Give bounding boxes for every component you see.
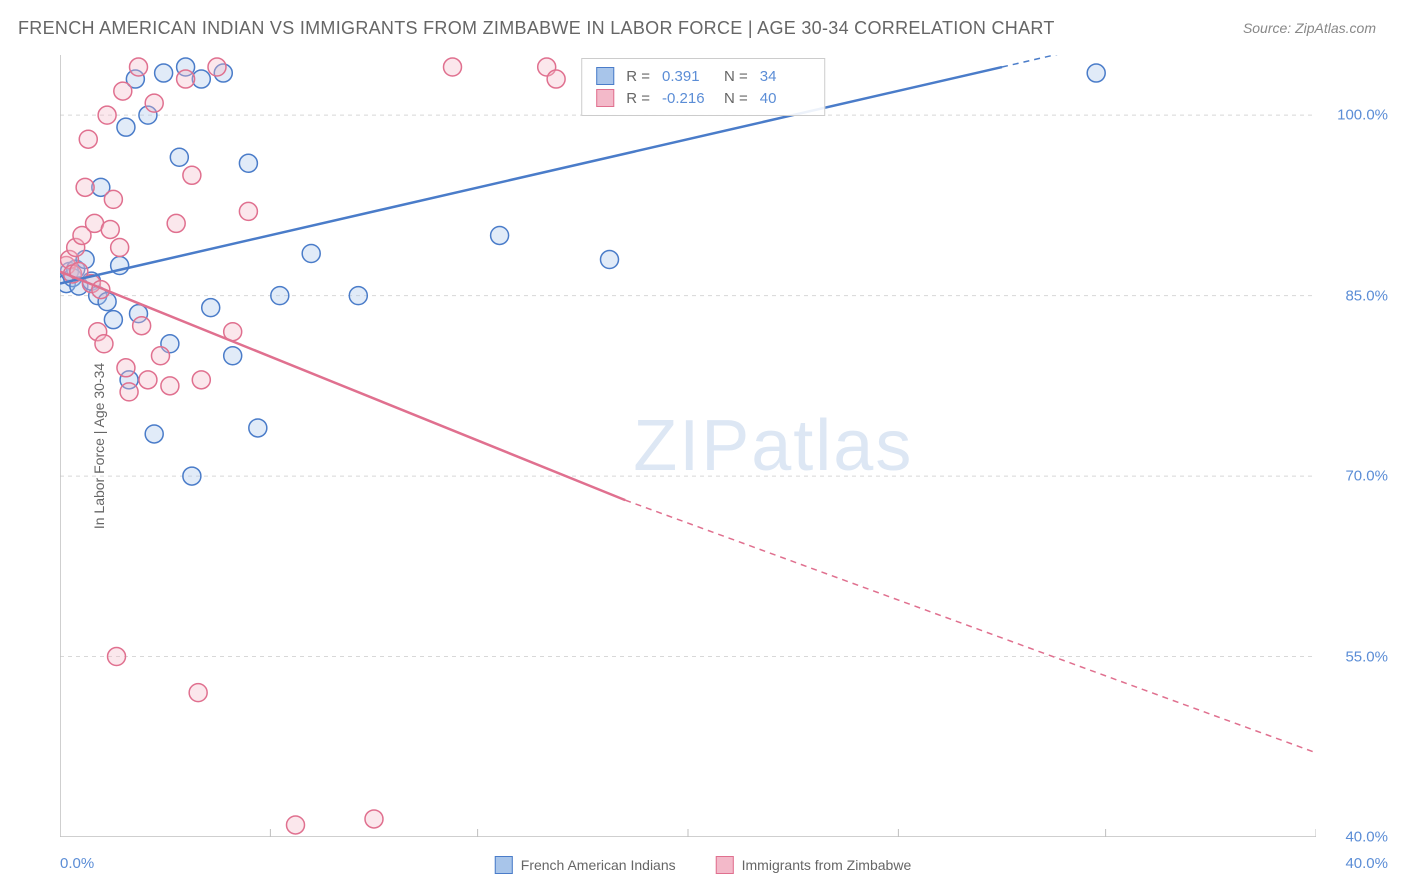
legend-label: Immigrants from Zimbabwe xyxy=(742,857,912,873)
legend-item: Immigrants from Zimbabwe xyxy=(716,856,912,874)
chart-area xyxy=(60,55,1316,837)
source-label: Source: ZipAtlas.com xyxy=(1243,20,1376,36)
legend-item: French American Indians xyxy=(495,856,676,874)
stat-n-label: N = xyxy=(724,68,748,85)
bottom-legend: French American Indians Immigrants from … xyxy=(495,856,911,874)
stats-row: R = 0.391 N = 34 xyxy=(596,65,810,87)
stat-r-label: R = xyxy=(626,90,650,107)
stat-r-label: R = xyxy=(626,68,650,85)
legend-swatch-icon xyxy=(716,856,734,874)
stat-n-value: 40 xyxy=(760,90,810,107)
scatter-plot xyxy=(60,55,1316,837)
stat-n-value: 34 xyxy=(760,68,810,85)
stats-row: R = -0.216 N = 40 xyxy=(596,87,810,109)
y-tick-label: 55.0% xyxy=(1345,648,1388,665)
stat-r-value: -0.216 xyxy=(662,90,712,107)
stats-legend: R = 0.391 N = 34 R = -0.216 N = 40 xyxy=(581,58,825,116)
y-tick-label: 100.0% xyxy=(1337,107,1388,124)
y-tick-label: 40.0% xyxy=(1345,829,1388,846)
legend-swatch-icon xyxy=(495,856,513,874)
series-swatch-icon xyxy=(596,67,614,85)
x-tick-max: 40.0% xyxy=(1345,855,1388,872)
y-tick-label: 85.0% xyxy=(1345,287,1388,304)
series-swatch-icon xyxy=(596,89,614,107)
stat-r-value: 0.391 xyxy=(662,68,712,85)
x-tick-min: 0.0% xyxy=(60,855,94,872)
y-tick-label: 70.0% xyxy=(1345,468,1388,485)
chart-title: FRENCH AMERICAN INDIAN VS IMMIGRANTS FRO… xyxy=(18,18,1055,39)
stat-n-label: N = xyxy=(724,90,748,107)
legend-label: French American Indians xyxy=(521,857,676,873)
